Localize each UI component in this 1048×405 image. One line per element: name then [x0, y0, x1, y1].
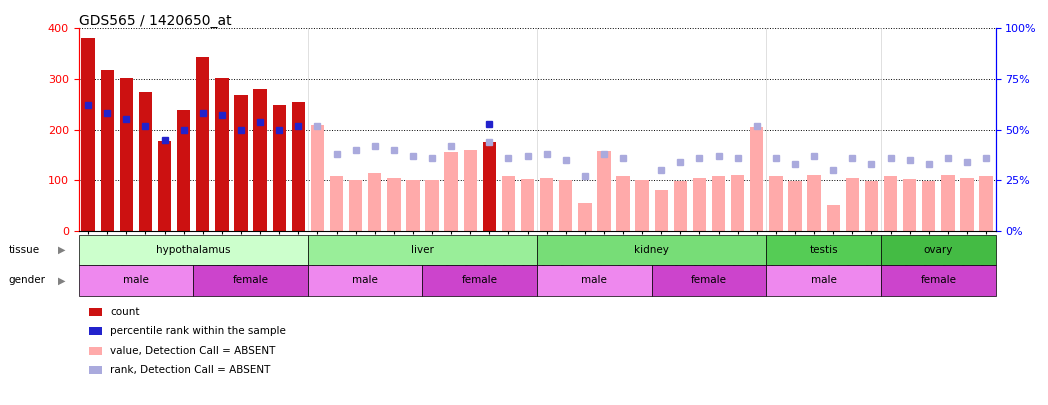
Bar [827, 205, 839, 231]
Text: hypothalamus: hypothalamus [156, 245, 231, 255]
Text: female: female [462, 275, 498, 286]
Bar [597, 151, 611, 231]
Text: male: male [811, 275, 836, 286]
Bar [82, 38, 94, 231]
Bar [521, 179, 534, 231]
Text: count: count [110, 307, 139, 317]
Bar [291, 102, 305, 231]
Bar [807, 175, 821, 231]
Text: ▶: ▶ [58, 245, 65, 255]
Bar [502, 176, 516, 231]
Text: female: female [920, 275, 956, 286]
Bar [712, 176, 725, 231]
Text: gender: gender [8, 275, 45, 286]
Bar [655, 190, 668, 231]
Bar [119, 78, 133, 231]
Bar [788, 181, 802, 231]
Text: percentile rank within the sample: percentile rank within the sample [110, 326, 286, 336]
Bar [578, 203, 591, 231]
Text: GDS565 / 1420650_at: GDS565 / 1420650_at [79, 14, 232, 28]
Bar [483, 142, 496, 231]
Bar [674, 181, 687, 231]
Bar [158, 141, 171, 231]
Text: testis: testis [809, 245, 838, 255]
Text: kidney: kidney [634, 245, 670, 255]
Bar [865, 181, 878, 231]
Bar [177, 111, 191, 231]
Text: value, Detection Call = ABSENT: value, Detection Call = ABSENT [110, 346, 276, 356]
Bar [407, 180, 419, 231]
Text: female: female [233, 275, 268, 286]
Bar [101, 70, 114, 231]
Bar [330, 176, 343, 231]
Bar [425, 180, 439, 231]
Bar [883, 176, 897, 231]
Bar [616, 176, 630, 231]
Bar [138, 92, 152, 231]
Bar [922, 181, 936, 231]
Bar [349, 180, 363, 231]
Bar [980, 176, 992, 231]
Bar [272, 105, 286, 231]
Text: ▶: ▶ [58, 275, 65, 286]
Bar [540, 178, 553, 231]
Text: male: male [352, 275, 378, 286]
Text: liver: liver [411, 245, 434, 255]
Bar [463, 150, 477, 231]
Bar [215, 78, 228, 231]
Bar [732, 175, 744, 231]
Bar [310, 125, 324, 231]
Bar [254, 89, 267, 231]
Text: male: male [582, 275, 608, 286]
Bar [196, 57, 210, 231]
Bar [941, 175, 955, 231]
Bar [387, 178, 400, 231]
Text: tissue: tissue [8, 245, 40, 255]
Bar [368, 173, 381, 231]
Bar [559, 180, 572, 231]
Bar [235, 95, 247, 231]
Bar [750, 127, 764, 231]
Bar [846, 178, 859, 231]
Text: rank, Detection Call = ABSENT: rank, Detection Call = ABSENT [110, 365, 270, 375]
Text: female: female [691, 275, 727, 286]
Text: male: male [123, 275, 149, 286]
Bar [693, 178, 706, 231]
Bar [960, 178, 974, 231]
Text: ovary: ovary [923, 245, 953, 255]
Bar [769, 176, 783, 231]
Bar [444, 152, 458, 231]
Bar [635, 180, 649, 231]
Bar [903, 179, 916, 231]
